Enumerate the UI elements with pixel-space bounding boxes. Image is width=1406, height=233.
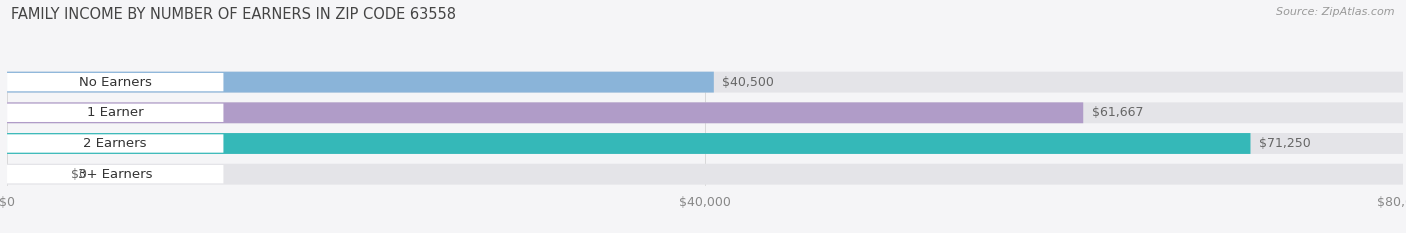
Text: $40,500: $40,500 [723, 76, 775, 89]
Text: $71,250: $71,250 [1258, 137, 1310, 150]
Text: 3+ Earners: 3+ Earners [77, 168, 152, 181]
Text: FAMILY INCOME BY NUMBER OF EARNERS IN ZIP CODE 63558: FAMILY INCOME BY NUMBER OF EARNERS IN ZI… [11, 7, 457, 22]
FancyBboxPatch shape [7, 102, 1083, 123]
FancyBboxPatch shape [7, 134, 224, 153]
FancyBboxPatch shape [7, 104, 224, 122]
FancyBboxPatch shape [7, 133, 1403, 154]
Text: $0: $0 [72, 168, 87, 181]
FancyBboxPatch shape [7, 165, 224, 183]
Text: $61,667: $61,667 [1091, 106, 1143, 119]
FancyBboxPatch shape [7, 102, 1403, 123]
FancyBboxPatch shape [7, 72, 1403, 93]
Text: 2 Earners: 2 Earners [83, 137, 148, 150]
FancyBboxPatch shape [7, 164, 1403, 185]
FancyBboxPatch shape [7, 72, 714, 93]
Text: No Earners: No Earners [79, 76, 152, 89]
Text: Source: ZipAtlas.com: Source: ZipAtlas.com [1277, 7, 1395, 17]
FancyBboxPatch shape [7, 73, 224, 91]
Text: 1 Earner: 1 Earner [87, 106, 143, 119]
FancyBboxPatch shape [7, 133, 1250, 154]
